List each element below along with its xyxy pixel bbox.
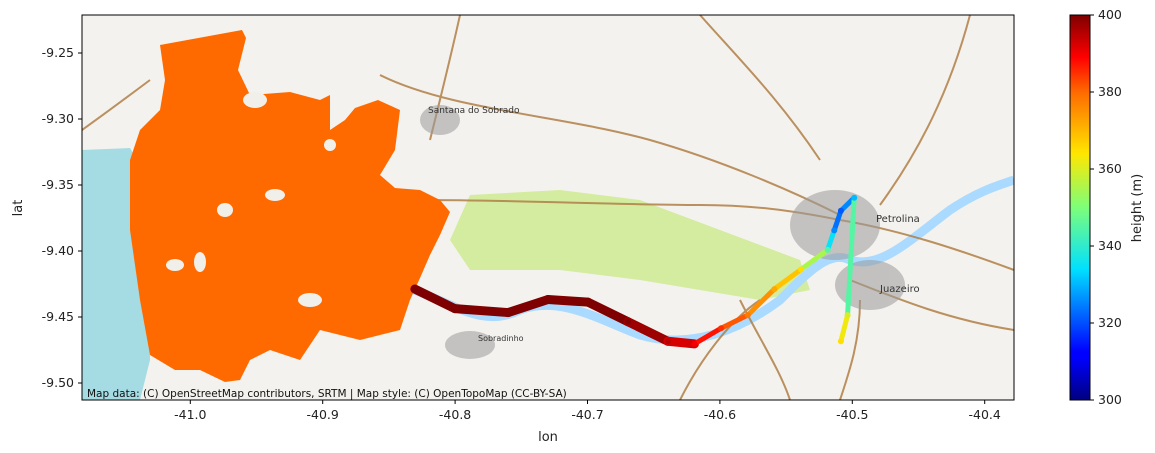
track-segment <box>825 227 837 253</box>
track-segment <box>771 266 804 292</box>
data-point <box>451 305 458 312</box>
map-label-sobradinho: Sobradinho <box>478 334 524 343</box>
y-axis: -9.25 -9.30 -9.35 -9.40 -9.45 -9.50 lat <box>11 45 82 390</box>
colorbar: 300 320 340 360 380 400 height (m) <box>1069 7 1145 407</box>
x-tick-label: -40.5 <box>836 407 868 422</box>
track-segment <box>503 295 553 318</box>
track-segment <box>831 208 844 233</box>
track-segment <box>543 295 593 307</box>
data-point <box>837 207 844 214</box>
track-segment <box>410 284 460 314</box>
x-tick-label: -40.7 <box>571 407 603 422</box>
x-tick-label: -41.0 <box>174 407 206 422</box>
data-point <box>718 325 725 332</box>
plateau-region <box>130 30 450 382</box>
y-tick-label: -9.50 <box>42 375 74 390</box>
track-segment <box>745 286 777 318</box>
colorbar-tick-label: 400 <box>1098 7 1122 22</box>
attribution-text: Map data: (C) OpenStreetMap contributors… <box>87 388 567 400</box>
track-segment <box>450 304 513 318</box>
plateau-gaps <box>166 92 336 307</box>
track-segment <box>583 297 633 327</box>
data-point <box>411 286 418 293</box>
data-point <box>744 312 751 319</box>
track-segment <box>718 312 751 331</box>
colorbar-tick-label: 320 <box>1098 315 1122 330</box>
basemap: Santana do Sobrado Sobradinho Petrolina … <box>82 15 1014 400</box>
track-segment <box>663 336 699 349</box>
colorbar-tick-label: 300 <box>1098 392 1122 407</box>
data-point <box>824 246 831 253</box>
axes-frame <box>81 14 1015 401</box>
x-tick-label: -40.4 <box>969 407 1001 422</box>
track-segment <box>845 195 857 318</box>
x-axis-label: lon <box>538 430 558 445</box>
map-label-juazeiro: Juazeiro <box>879 284 920 295</box>
track-segment <box>838 312 851 344</box>
colorbar-tick-label: 380 <box>1098 84 1122 99</box>
data-point <box>664 338 671 345</box>
data-marks <box>410 194 858 349</box>
y-tick-label: -9.45 <box>42 309 74 324</box>
y-tick-label: -9.40 <box>42 243 74 258</box>
colorbar-tick-label: 360 <box>1098 161 1122 176</box>
data-point <box>545 296 551 303</box>
data-point <box>831 227 838 234</box>
irrigation-area <box>450 190 810 300</box>
data-point <box>691 340 698 347</box>
x-tick-label: -40.8 <box>439 407 471 422</box>
x-tick-label: -40.6 <box>704 407 736 422</box>
colorbar-tick-label: 340 <box>1098 238 1122 253</box>
data-point <box>624 318 631 325</box>
data-point <box>837 338 844 345</box>
data-point <box>771 286 778 293</box>
data-point <box>844 312 851 319</box>
y-axis-label: lat <box>11 200 26 217</box>
colorbar-gradient <box>1069 14 1091 401</box>
map-label-santana: Santana do Sobrado <box>428 106 520 116</box>
data-point <box>584 299 591 306</box>
map-label-petrolina: Petrolina <box>876 214 920 225</box>
y-tick-label: -9.35 <box>42 177 74 192</box>
track-segment <box>623 317 673 346</box>
y-tick-label: -9.30 <box>42 111 74 126</box>
colorbar-label: height (m) <box>1130 174 1145 242</box>
x-axis: -41.0 -40.9 -40.8 -40.7 -40.6 -40.5 -40.… <box>174 400 1001 445</box>
x-tick-label: -40.9 <box>307 407 339 422</box>
data-point <box>505 309 512 316</box>
y-tick-label: -9.25 <box>42 45 74 60</box>
data-point <box>851 194 858 201</box>
data-point <box>797 266 804 273</box>
track-segment <box>798 247 831 272</box>
track-segment <box>691 325 724 347</box>
